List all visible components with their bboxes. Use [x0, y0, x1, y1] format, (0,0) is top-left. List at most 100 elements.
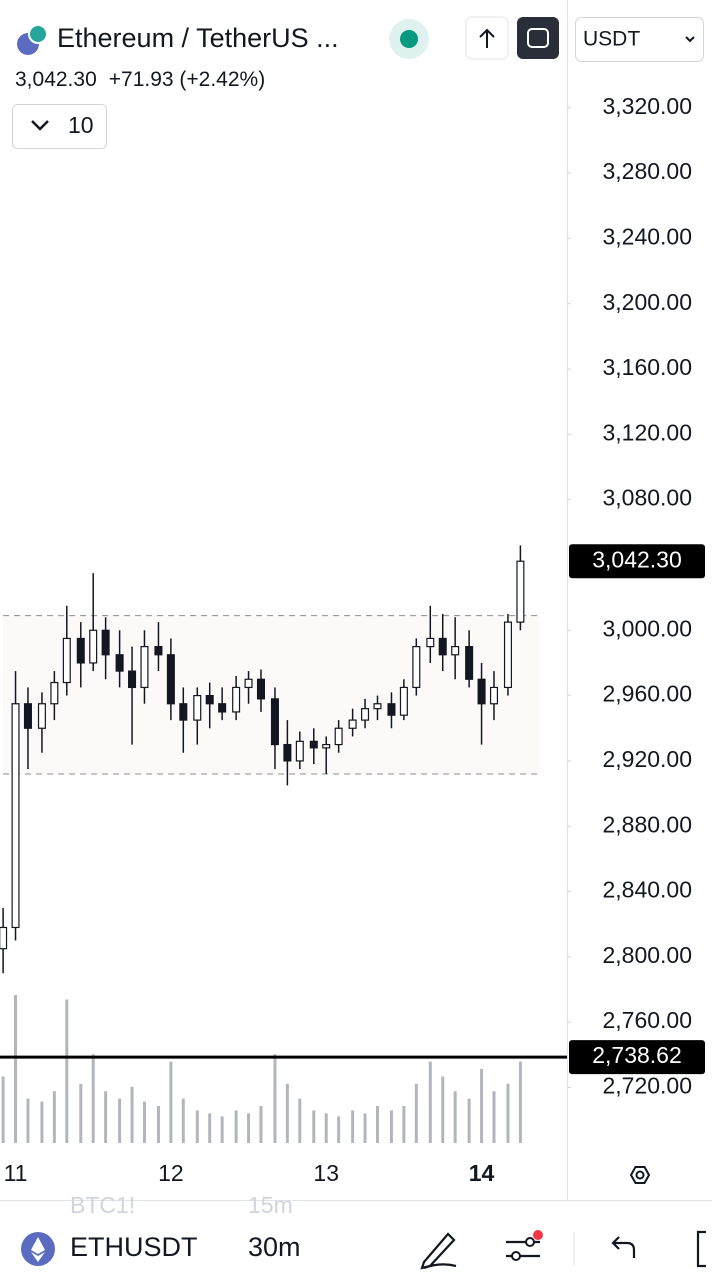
- settings-button[interactable]: [629, 1166, 651, 1184]
- candle-body: [426, 637, 435, 648]
- x-tick-label: 14: [469, 1160, 495, 1186]
- candle-body: [309, 740, 318, 749]
- symbol[interactable]: ETHUSDT: [70, 1232, 198, 1262]
- candle-body: [232, 686, 241, 713]
- y-tick-label: 2,920.00: [602, 746, 692, 772]
- share-icon: [479, 28, 495, 48]
- symbol-title[interactable]: Ethereum / TetherUS ...: [57, 23, 339, 53]
- volume-bar: [247, 1113, 251, 1143]
- candle-body: [140, 646, 149, 689]
- candle-body: [62, 637, 71, 684]
- fullscreen-button[interactable]: [517, 17, 559, 59]
- volume-bar: [351, 1110, 355, 1143]
- more-button[interactable]: [696, 1230, 706, 1268]
- candle-body: [115, 654, 124, 672]
- slider-knob: [511, 1251, 521, 1261]
- volume-bar: [169, 1061, 173, 1143]
- y-tick-label: 3,080.00: [602, 485, 692, 511]
- volume-bar: [467, 1098, 471, 1143]
- candle-body: [50, 681, 59, 705]
- volume-bar: [104, 1091, 108, 1143]
- volume-bar: [453, 1091, 457, 1143]
- y-tick-label: 3,200.00: [602, 289, 692, 315]
- candle-body: [438, 637, 447, 656]
- y-tick-label: 2,800.00: [602, 942, 692, 968]
- volume-bar: [40, 1101, 44, 1143]
- currency-label: USDT: [583, 28, 640, 51]
- indicator-toggle[interactable]: [12, 104, 107, 149]
- status-dot: [400, 30, 418, 48]
- volume-bar: [156, 1106, 160, 1143]
- candle-body: [205, 694, 214, 705]
- interval[interactable]: 30m: [248, 1232, 301, 1262]
- volume-bar: [79, 1083, 83, 1143]
- volume-bar: [518, 1061, 522, 1143]
- y-tick-label: 2,840.00: [602, 877, 692, 903]
- y-tick-label: 3,000.00: [602, 615, 692, 641]
- volume-bar: [142, 1101, 146, 1143]
- slider-knob: [525, 1237, 535, 1247]
- candle-body: [244, 678, 253, 689]
- volume-bar: [363, 1113, 367, 1143]
- volume-bar: [220, 1116, 224, 1143]
- last-price-label: 3,042.30: [592, 546, 682, 572]
- volume-bar: [118, 1098, 122, 1143]
- candle-body: [477, 678, 486, 705]
- currency-select[interactable]: [575, 17, 704, 62]
- candle-body: [218, 703, 227, 713]
- volume-bar: [337, 1116, 341, 1143]
- candle-body: [101, 629, 110, 656]
- volume-bar: [181, 1098, 185, 1143]
- candle-body: [37, 703, 46, 729]
- x-tick-label: 11: [4, 1160, 28, 1186]
- candle-body: [76, 637, 85, 664]
- volume-bar: [1, 1076, 5, 1143]
- change: +71.93 (+2.42%): [109, 68, 265, 91]
- volume-bar: [389, 1110, 393, 1143]
- volume-bar: [91, 1054, 95, 1143]
- candle-body: [373, 703, 382, 710]
- volume-bar: [195, 1110, 199, 1143]
- price-line-label-bg: [569, 1040, 705, 1075]
- price-change: 3,042.30 +71.93 (+2.42%): [15, 68, 265, 91]
- volume-bar: [441, 1076, 445, 1143]
- candle-body: [503, 621, 512, 689]
- y-tick-label: 2,880.00: [602, 811, 692, 837]
- last-price-label-bg: [569, 544, 705, 579]
- volume-bar: [234, 1110, 238, 1143]
- price: 3,042.30: [15, 68, 97, 91]
- volume-bar: [285, 1083, 289, 1143]
- volume-bar: [208, 1113, 212, 1143]
- toolbar: [0, 1216, 712, 1280]
- undo-button[interactable]: [611, 1236, 636, 1258]
- settings-icon: [635, 1170, 645, 1180]
- x-tick-label: 12: [158, 1160, 184, 1186]
- y-tick-label: 3,280.00: [602, 158, 692, 184]
- volume-bar: [414, 1083, 418, 1143]
- volume-bar: [65, 999, 69, 1143]
- draw-tool[interactable]: [420, 1232, 457, 1270]
- candle-body: [256, 678, 265, 700]
- candle-body: [361, 708, 370, 721]
- candle-body: [489, 686, 499, 705]
- candle-body: [516, 560, 525, 623]
- candle-body: [270, 698, 279, 746]
- candle-body: [23, 703, 32, 729]
- candle-body: [89, 629, 98, 664]
- indicator-count: 10: [68, 112, 94, 138]
- volume-bar: [506, 1083, 510, 1143]
- y-tick-label: 3,120.00: [602, 419, 692, 445]
- toggle-caret: [31, 120, 49, 131]
- candle-body: [295, 740, 304, 762]
- faded-symbol: BTC1!: [70, 1192, 135, 1218]
- candle-body: [154, 646, 163, 656]
- y-tick-label: 3,320.00: [602, 93, 692, 119]
- select-caret: [685, 36, 695, 43]
- candle-body: [348, 719, 357, 729]
- candle-body: [193, 694, 202, 721]
- volume-bar: [492, 1091, 496, 1143]
- y-tick-label: 3,160.00: [602, 354, 692, 380]
- candle-body: [0, 926, 8, 950]
